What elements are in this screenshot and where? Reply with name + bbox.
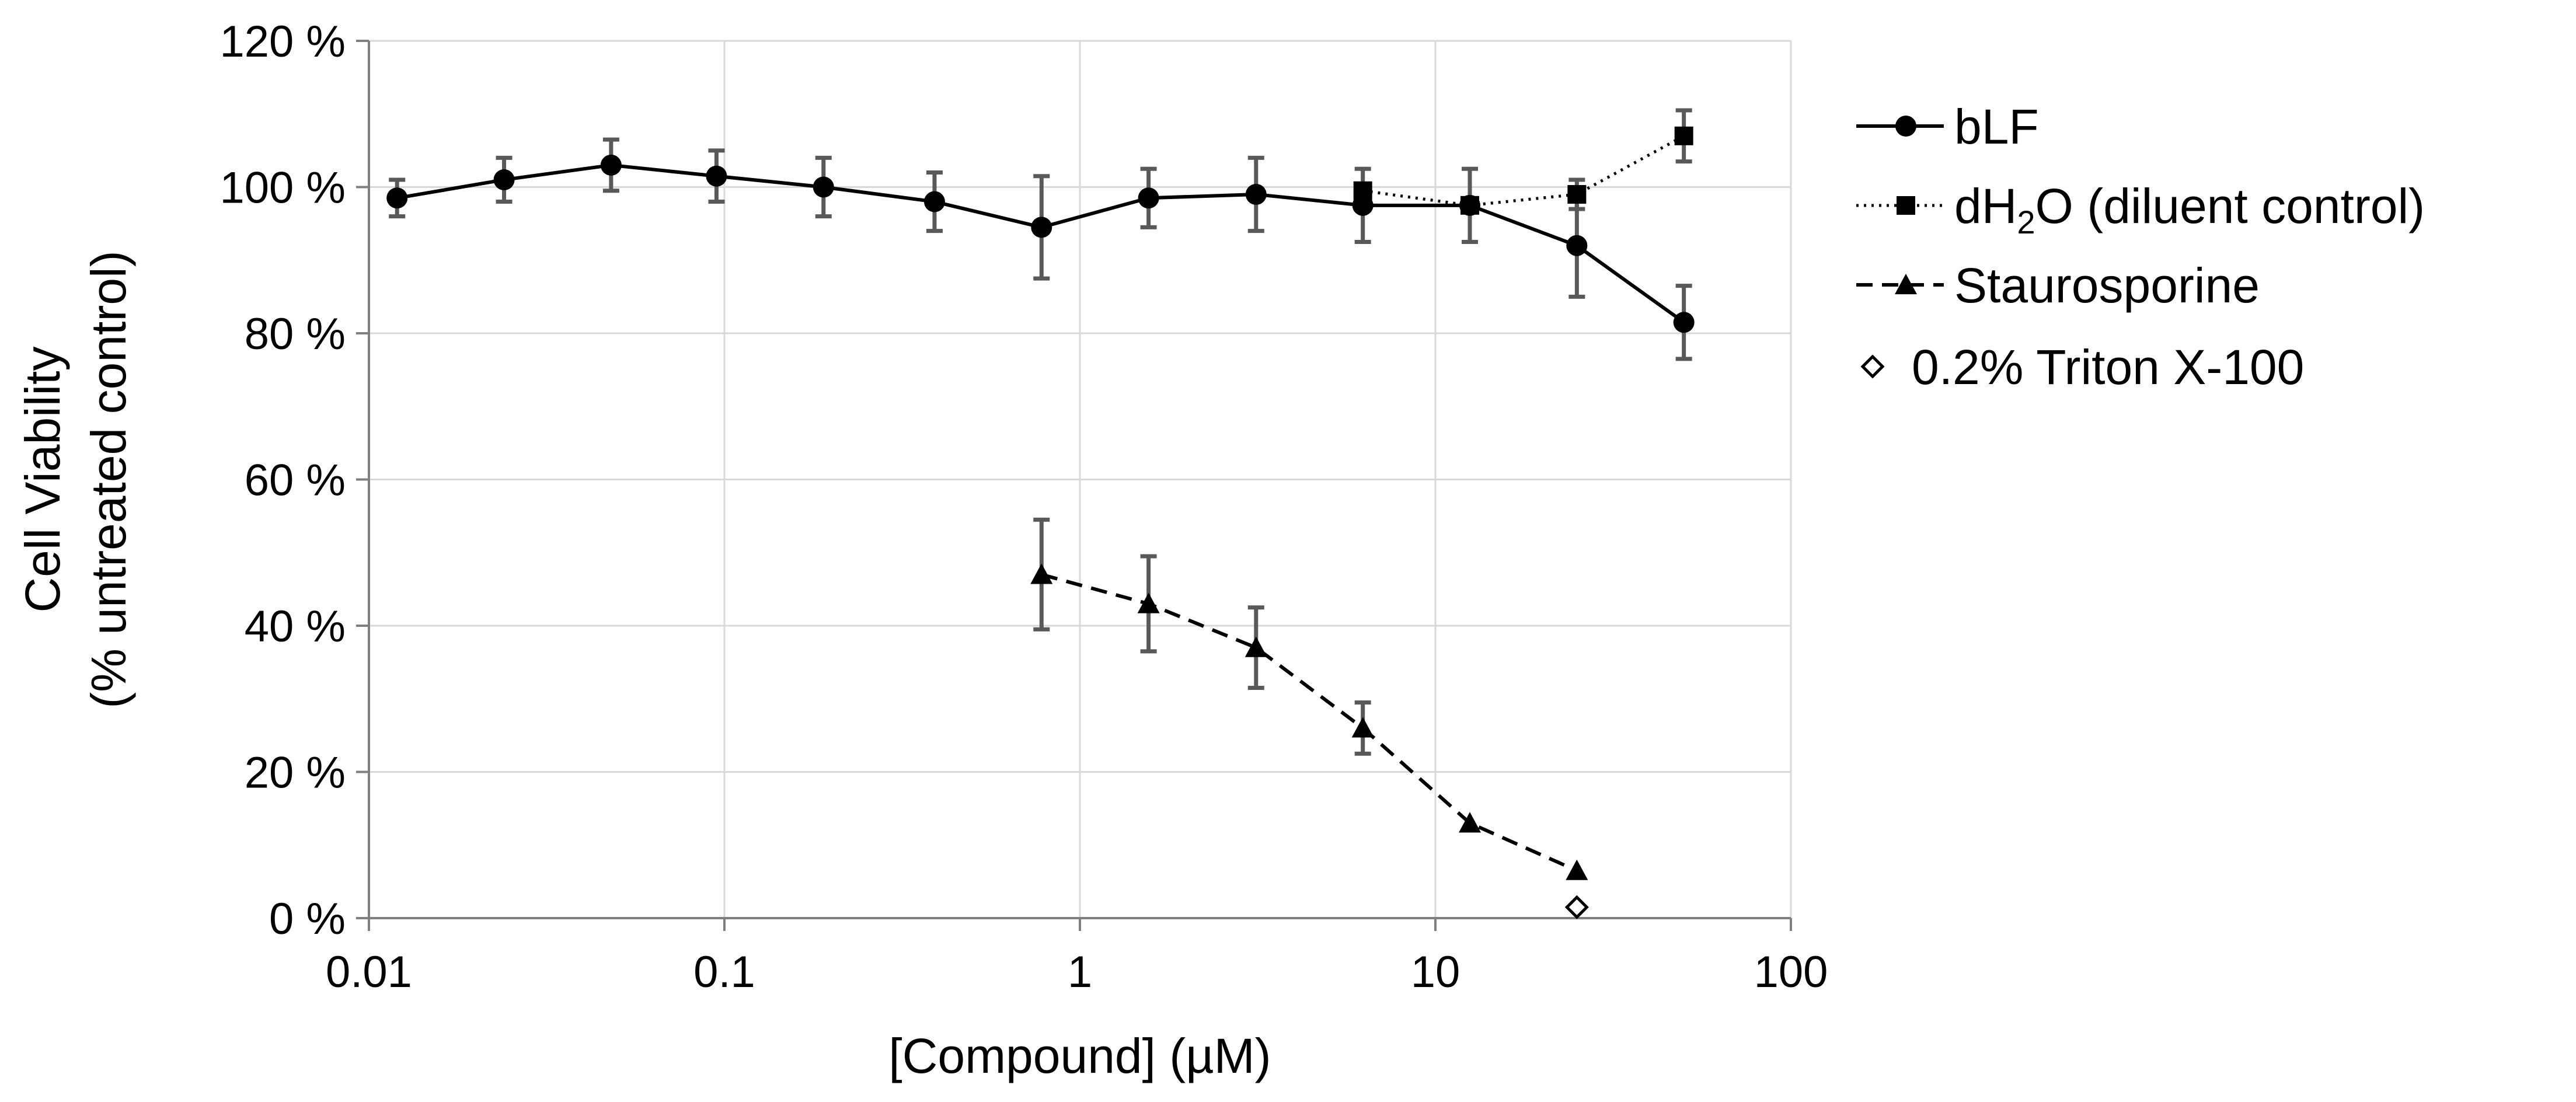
data-point [600, 154, 622, 176]
data-point [1566, 859, 1588, 880]
y-tick-label: 40 % [245, 602, 346, 651]
data-point [1031, 217, 1052, 238]
axes-layer [356, 40, 1792, 931]
data-point [1245, 184, 1267, 205]
series-triton [1564, 895, 1589, 919]
x-tick-label: 10 [1411, 947, 1460, 997]
legend-marker [1895, 116, 1916, 137]
legend-marker [1895, 274, 1917, 295]
legend-label-subscript: 2 [2017, 204, 2035, 240]
grid-layer [369, 40, 1792, 918]
data-point [923, 191, 945, 212]
legend-label: Staurosporine [1954, 258, 2260, 313]
x-tick-label: 0.1 [693, 947, 755, 997]
y-tick-label: 120 % [220, 17, 346, 67]
y-axis-title-line2: (% untreated control) [81, 250, 136, 708]
legend-item-blf: bLF [1856, 99, 2039, 154]
data-point [1137, 592, 1160, 613]
legend-label: 0.2% Triton X-100 [1912, 340, 2304, 395]
data-point [1138, 187, 1159, 209]
legend-label-part: dH [1954, 179, 2017, 233]
data-point [1459, 812, 1482, 833]
data-point [1030, 563, 1053, 584]
y-tick-label: 20 % [245, 748, 346, 798]
data-point [1245, 636, 1267, 657]
series-line [1041, 573, 1578, 873]
y-tick-label: 80 % [245, 309, 346, 359]
data-point [386, 187, 408, 209]
y-tick-label: 60 % [245, 456, 346, 505]
series-blf [386, 137, 1695, 361]
legend-label: bLF [1954, 99, 2039, 154]
legend-label-part: O (diluent control) [2035, 179, 2425, 233]
legend-item-triton: 0.2% Triton X-100 [1860, 340, 2304, 395]
data-point [1460, 196, 1480, 215]
x-tick-label: 0.01 [326, 947, 412, 997]
data-point [1352, 194, 1374, 216]
data-point [1564, 895, 1589, 919]
legend-label: dH2O (diluent control) [1954, 179, 2425, 240]
legend-marker [1897, 196, 1915, 215]
y-axis-title-line1: Cell Viability [15, 347, 70, 613]
data-point [493, 169, 515, 190]
axis-title-layer: [Compound] (µM) Cell Viability (% untreate… [15, 250, 1271, 1083]
legend-marker [1860, 354, 1885, 379]
data-point [1351, 717, 1374, 738]
x-axis-title: [Compound] (µM) [888, 1028, 1271, 1083]
series-dh2o [1353, 108, 1693, 215]
series-line [1362, 134, 1685, 207]
series-layer [386, 108, 1695, 919]
data-point [813, 176, 834, 198]
x-tick-label: 100 [1754, 947, 1828, 997]
legend: bLF dH2O (diluent control) Staurosporine 0.… [1856, 99, 2425, 395]
data-point [1674, 126, 1693, 145]
data-point [1353, 181, 1372, 200]
series-staurosporine [1030, 517, 1588, 880]
tick-label-layer: 0 % 20 % 40 % 60 % 80 % 100 % 120 % 0.01 0.1 1 10 1… [220, 17, 1828, 997]
y-tick-label: 0 % [269, 894, 346, 944]
data-point [706, 165, 727, 187]
y-tick-label: 100 % [220, 163, 346, 213]
legend-item-staurosporine: Staurosporine [1856, 258, 2260, 313]
x-tick-label: 1 [1068, 947, 1092, 997]
legend-item-dh2o: dH2O (diluent control) [1856, 179, 2425, 240]
data-point [1566, 235, 1588, 256]
data-point [1567, 185, 1587, 204]
data-point [1673, 312, 1695, 333]
